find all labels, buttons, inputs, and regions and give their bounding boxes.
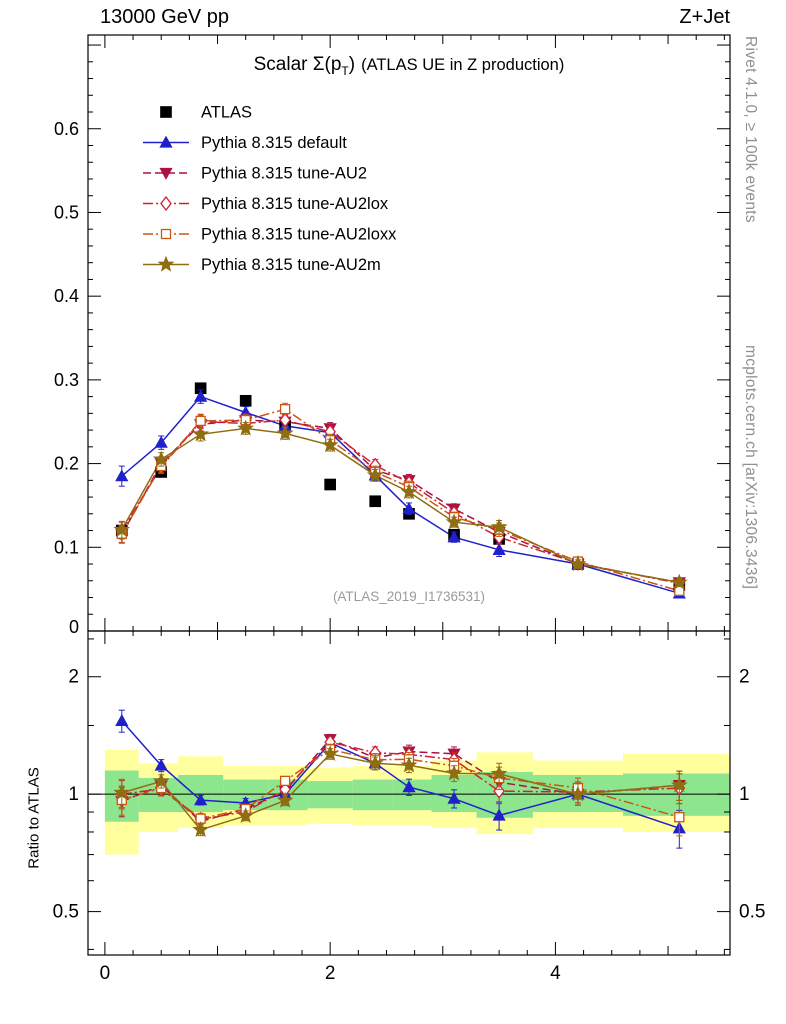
svg-text:Pythia 8.315 default: Pythia 8.315 default: [201, 134, 347, 152]
svg-text:Pythia 8.315 tune-AU2m: Pythia 8.315 tune-AU2m: [201, 256, 381, 274]
svg-text:0.2: 0.2: [54, 454, 79, 474]
svg-text:0.1: 0.1: [54, 537, 79, 557]
plot-title-subscript: T: [341, 63, 349, 78]
process-label: Z+Jet: [679, 6, 730, 28]
svg-text:1: 1: [68, 784, 79, 805]
plot-title-close: ): [348, 54, 356, 75]
plot-title-context: (ATLAS UE in Z production): [361, 56, 565, 74]
svg-text:Pythia 8.315 tune-AU2: Pythia 8.315 tune-AU2: [201, 165, 367, 183]
svg-text:0.5: 0.5: [739, 902, 765, 923]
svg-text:2: 2: [739, 667, 750, 688]
svg-text:0.5: 0.5: [54, 202, 79, 222]
svg-text:2: 2: [325, 963, 336, 984]
beam-energy-label: 13000 GeV pp: [100, 6, 229, 28]
svg-text:4: 4: [550, 963, 561, 984]
svg-text:0.3: 0.3: [54, 370, 79, 390]
analysis-id-watermark: (ATLAS_2019_I1736531): [332, 589, 486, 604]
svg-text:Pythia 8.315 tune-AU2lox: Pythia 8.315 tune-AU2lox: [201, 195, 389, 213]
mcplots-arxiv-label: mcplots.cern.ch [arXiv:1306.3436]: [742, 345, 759, 590]
plot-title-main: Scalar Σ(p: [253, 54, 342, 75]
svg-text:Pythia 8.315 tune-AU2loxx: Pythia 8.315 tune-AU2loxx: [201, 226, 397, 244]
rivet-version-label: Rivet 4.1.0, ≥ 100k events: [742, 36, 759, 223]
svg-text:1: 1: [739, 784, 750, 805]
svg-text:0.4: 0.4: [54, 286, 79, 306]
svg-text:2: 2: [68, 667, 79, 688]
svg-text:0: 0: [69, 617, 79, 637]
svg-text:ATLAS: ATLAS: [201, 104, 252, 122]
plot-title: Scalar Σ(pT) (ATLAS UE in Z production): [88, 54, 730, 78]
svg-text:0: 0: [100, 963, 111, 984]
svg-text:0.5: 0.5: [53, 902, 79, 923]
svg-text:0.6: 0.6: [54, 119, 79, 139]
